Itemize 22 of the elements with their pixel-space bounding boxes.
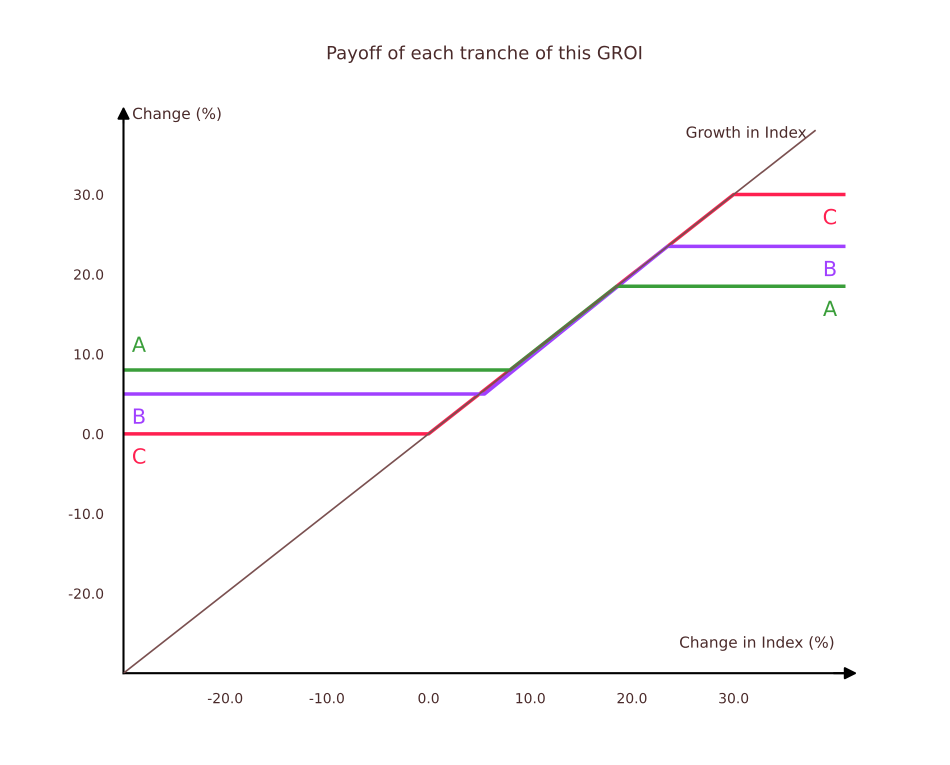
series-label: Growth in Index xyxy=(686,126,806,138)
x-tick-label: 10.0 xyxy=(516,692,545,704)
series-label: A xyxy=(823,300,837,316)
series-label: C xyxy=(133,448,146,464)
x-tick-label: 20.0 xyxy=(618,692,646,704)
y-tick-label: 10.0 xyxy=(74,349,104,360)
y-axis-title: Change (%) xyxy=(133,107,221,122)
y-tick-label: 30.0 xyxy=(74,189,104,200)
y-tick-label: -10.0 xyxy=(68,508,104,520)
x-tick-label: 30.0 xyxy=(719,692,748,704)
x-tick-label: 0.0 xyxy=(418,692,439,704)
text: C xyxy=(824,208,836,225)
text: A xyxy=(132,336,146,352)
y-tick-label: 0.0 xyxy=(82,428,104,440)
x-axis-title: Change in Index (%) xyxy=(680,636,834,651)
chart-title: Payoff of each tranche of this GROI xyxy=(328,45,642,63)
x-tick-label: -20.0 xyxy=(208,692,242,704)
y-tick-label: -20.0 xyxy=(68,588,104,599)
series-label: B xyxy=(134,408,145,424)
y-tick-label: 20.0 xyxy=(74,269,104,280)
x-tick-label: -10.0 xyxy=(310,692,344,704)
text: B xyxy=(824,260,836,276)
